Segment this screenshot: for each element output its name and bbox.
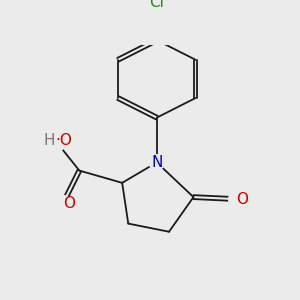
Circle shape — [148, 0, 166, 5]
Circle shape — [229, 191, 244, 207]
Text: O: O — [236, 192, 248, 207]
Text: Cl: Cl — [149, 0, 164, 11]
Circle shape — [43, 128, 67, 152]
Text: N: N — [151, 155, 163, 170]
Text: O: O — [63, 196, 75, 211]
Text: ·O: ·O — [56, 133, 73, 148]
Text: H: H — [44, 133, 55, 148]
Circle shape — [149, 155, 164, 170]
Circle shape — [47, 132, 62, 148]
Circle shape — [56, 196, 71, 211]
